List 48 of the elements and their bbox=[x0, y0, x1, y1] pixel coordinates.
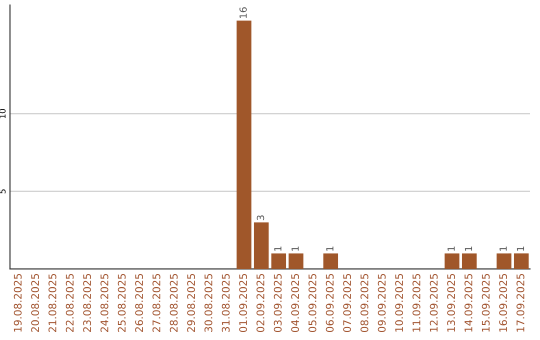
x-tick-label: 08.09.2025 bbox=[360, 274, 368, 332]
data-label: 1 bbox=[464, 246, 472, 251]
x-tick-label: 29.08.2025 bbox=[187, 274, 196, 332]
data-label: 1 bbox=[448, 246, 455, 251]
bar bbox=[271, 253, 286, 269]
x-tick-label: 09.09.2025 bbox=[378, 274, 386, 332]
x-tick-label: 20.08.2025 bbox=[31, 274, 40, 332]
bar bbox=[444, 253, 460, 269]
data-label: 1 bbox=[516, 246, 524, 251]
x-tick-label: 19.08.2025 bbox=[14, 274, 22, 332]
bar bbox=[254, 222, 269, 269]
x-tick-label: 21.08.2025 bbox=[48, 274, 56, 332]
x-tick-label: 05.09.2025 bbox=[308, 274, 316, 332]
x-tick-label: 30.08.2025 bbox=[204, 274, 212, 332]
x-tick-label: 06.09.2025 bbox=[326, 274, 334, 332]
data-label: 3 bbox=[256, 215, 264, 220]
data-label: 16 bbox=[239, 7, 247, 18]
x-tick-label: 31.08.2025 bbox=[222, 274, 230, 332]
x-tick-label: 10.09.2025 bbox=[395, 274, 404, 332]
x-tick-label: 26.08.2025 bbox=[135, 274, 144, 332]
x-tick-label: 16.09.2025 bbox=[499, 274, 508, 332]
x-tick-label: 12.09.2025 bbox=[430, 274, 438, 332]
x-tick-label: 17.09.2025 bbox=[516, 274, 524, 332]
x-tick-label: 27.08.2025 bbox=[152, 274, 160, 332]
bar bbox=[496, 253, 512, 269]
data-label: 1 bbox=[274, 246, 282, 251]
bar bbox=[323, 253, 338, 269]
data-label: 1 bbox=[326, 246, 334, 251]
bar bbox=[462, 253, 477, 269]
data-label: 1 bbox=[292, 246, 299, 251]
bar bbox=[288, 253, 304, 269]
x-tick-label: 02.09.2025 bbox=[256, 274, 264, 332]
x-tick-label: 07.09.2025 bbox=[343, 274, 352, 332]
x-tick-label: 01.09.2025 bbox=[239, 274, 248, 332]
x-tick-label: 23.08.2025 bbox=[83, 274, 92, 332]
x-tick-label: 25.08.2025 bbox=[118, 274, 126, 332]
bar bbox=[514, 253, 529, 269]
x-tick-label: 28.08.2025 bbox=[170, 274, 178, 332]
x-tick-label: 11.09.2025 bbox=[412, 274, 420, 332]
x-tick-label: 24.08.2025 bbox=[100, 274, 108, 332]
x-tick-label: 04.09.2025 bbox=[291, 274, 300, 332]
data-label: 1 bbox=[500, 246, 507, 251]
x-tick-label: 14.09.2025 bbox=[464, 274, 472, 332]
x-tick-label: 22.08.2025 bbox=[66, 274, 74, 332]
x-tick-label: 13.09.2025 bbox=[447, 274, 456, 332]
x-tick-label: 03.09.2025 bbox=[274, 274, 282, 332]
bar bbox=[236, 20, 252, 269]
x-tick-label: 15.09.2025 bbox=[482, 274, 490, 332]
